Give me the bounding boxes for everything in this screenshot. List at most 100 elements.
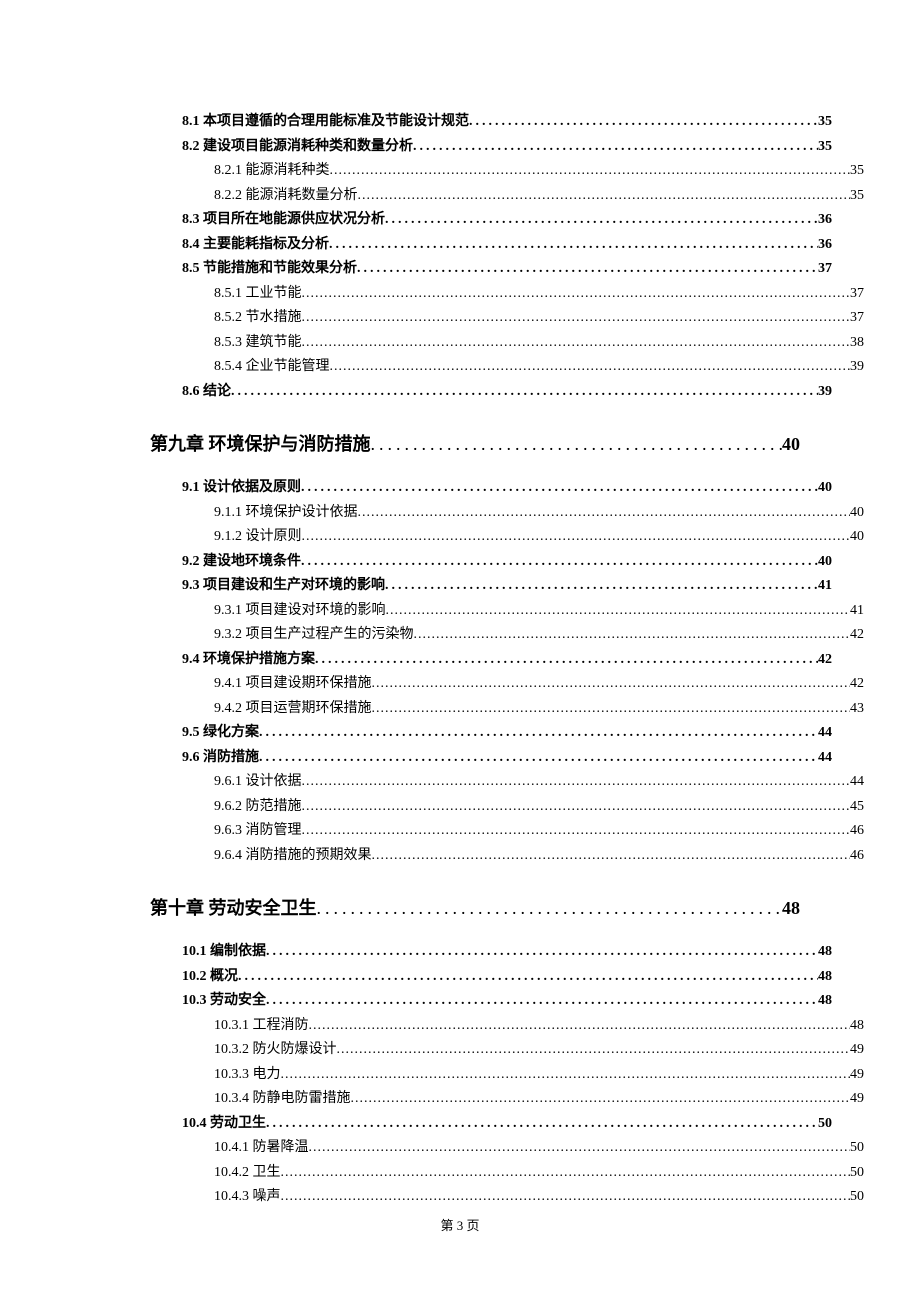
table-of-contents: 8.1 本项目遵循的合理用能标准及节能设计规范 ................… xyxy=(150,110,800,1210)
toc-entry: 9.1 设计依据及原则 ............................… xyxy=(182,476,832,501)
toc-entry-page: 37 xyxy=(850,282,864,307)
toc-entry-page: 37 xyxy=(818,257,832,282)
toc-leader-dots: ........................................… xyxy=(330,159,851,184)
toc-entry: 9.4.2 项目运营期环保措施.........................… xyxy=(214,697,864,722)
toc-entry: 第九章 环境保护与消防措施 ..........................… xyxy=(150,430,800,456)
toc-entry-page: 40 xyxy=(782,434,800,455)
toc-entry: 8.5.4 企业节能管理............................… xyxy=(214,355,864,380)
toc-entry-label: 10.4 劳动卫生 xyxy=(182,1112,266,1137)
toc-entry-label: 第九章 环境保护与消防措施 xyxy=(150,430,371,456)
toc-leader-dots: ........................................… xyxy=(281,1185,851,1210)
toc-leader-dots: ........................................… xyxy=(357,257,818,282)
toc-leader-dots: ........................................… xyxy=(315,648,818,673)
toc-entry-label: 第十章 劳动安全卫生 xyxy=(150,894,317,920)
toc-entry-label: 10.2 概况 xyxy=(182,965,238,990)
toc-entry: 8.4 主要能耗指标及分析 ..........................… xyxy=(182,233,832,258)
toc-entry-label: 8.4 主要能耗指标及分析 xyxy=(182,233,329,258)
toc-entry-label: 8.2.2 能源消耗数量分析 xyxy=(214,184,358,209)
toc-entry: 8.2 建设项目能源消耗种类和数量分析 ....................… xyxy=(182,135,832,160)
toc-leader-dots: ........................................… xyxy=(330,355,851,380)
toc-entry-page: 48 xyxy=(850,1014,864,1039)
toc-entry: 9.6.4 消防措施的预期效果.........................… xyxy=(214,844,864,869)
toc-leader-dots: ........................................… xyxy=(301,550,818,575)
toc-leader-dots: ........................................… xyxy=(238,965,818,990)
toc-leader-dots: ........................................… xyxy=(302,525,851,550)
toc-leader-dots: ........................................… xyxy=(337,1038,851,1063)
toc-entry-page: 48 xyxy=(782,898,800,919)
toc-entry-page: 39 xyxy=(818,380,832,405)
toc-entry-page: 39 xyxy=(850,355,864,380)
toc-leader-dots: ........................................… xyxy=(309,1014,851,1039)
toc-entry-label: 9.6.3 消防管理 xyxy=(214,819,302,844)
toc-entry-page: 49 xyxy=(850,1087,864,1112)
toc-entry-label: 9.4.1 项目建设期环保措施 xyxy=(214,672,372,697)
toc-leader-dots: ........................................… xyxy=(385,208,818,233)
toc-entry-page: 49 xyxy=(850,1063,864,1088)
toc-entry: 10.4.2 卫生...............................… xyxy=(214,1161,864,1186)
toc-entry-label: 9.4 环境保护措施方案 xyxy=(182,648,315,673)
toc-entry: 9.3.1 项目建设对环境的影响........................… xyxy=(214,599,864,624)
toc-entry-label: 9.6.2 防范措施 xyxy=(214,795,302,820)
toc-entry-label: 10.3 劳动安全 xyxy=(182,989,266,1014)
toc-entry: 10.4 劳动卫生 ..............................… xyxy=(182,1112,832,1137)
toc-entry-page: 50 xyxy=(818,1112,832,1137)
toc-entry-label: 10.4.3 噪声 xyxy=(214,1185,281,1210)
toc-entry: 第十章 劳动安全卫生 .............................… xyxy=(150,894,800,920)
toc-entry-page: 35 xyxy=(850,184,864,209)
toc-entry-label: 8.5.4 企业节能管理 xyxy=(214,355,330,380)
toc-entry: 8.5.1 工业节能..............................… xyxy=(214,282,864,307)
toc-entry: 8.1 本项目遵循的合理用能标准及节能设计规范 ................… xyxy=(182,110,832,135)
toc-entry: 9.3 项目建设和生产对环境的影响.......................… xyxy=(182,574,832,599)
toc-entry-page: 50 xyxy=(850,1136,864,1161)
toc-entry-label: 10.3.2 防火防爆设计 xyxy=(214,1038,337,1063)
toc-entry: 8.5.2 节水措施..............................… xyxy=(214,306,864,331)
toc-leader-dots: ........................................… xyxy=(302,331,851,356)
toc-entry: 8.2.2 能源消耗数量分析..........................… xyxy=(214,184,864,209)
toc-entry-label: 9.1 设计依据及原则 xyxy=(182,476,301,501)
toc-entry-page: 41 xyxy=(850,599,864,624)
toc-entry-label: 10.4.2 卫生 xyxy=(214,1161,281,1186)
toc-entry-label: 10.3.4 防静电防雷措施 xyxy=(214,1087,351,1112)
toc-entry-page: 36 xyxy=(818,208,832,233)
toc-entry: 9.4.1 项目建设期环保措施.........................… xyxy=(214,672,864,697)
toc-entry-label: 9.3 项目建设和生产对环境的影响 xyxy=(182,574,385,599)
toc-entry-page: 44 xyxy=(818,746,832,771)
toc-leader-dots: ........................................… xyxy=(281,1063,851,1088)
toc-entry: 10.2 概况 ................................… xyxy=(182,965,832,990)
toc-leader-dots: ........................................… xyxy=(358,184,851,209)
toc-entry: 9.5 绿化方案 ...............................… xyxy=(182,721,832,746)
toc-entry-page: 42 xyxy=(850,672,864,697)
toc-entry-page: 45 xyxy=(850,795,864,820)
toc-entry-page: 46 xyxy=(850,819,864,844)
toc-leader-dots: ........................................… xyxy=(259,721,818,746)
toc-entry-page: 36 xyxy=(818,233,832,258)
toc-leader-dots: ........................................… xyxy=(329,233,818,258)
toc-entry-page: 48 xyxy=(818,989,832,1014)
toc-entry-page: 44 xyxy=(818,721,832,746)
toc-leader-dots: ........................................… xyxy=(372,844,851,869)
toc-entry-page: 48 xyxy=(818,940,832,965)
toc-entry-page: 44 xyxy=(850,770,864,795)
toc-entry: 8.5 节能措施和节能效果分析 ........................… xyxy=(182,257,832,282)
toc-entry-page: 40 xyxy=(850,501,864,526)
toc-entry-label: 10.1 编制依据 xyxy=(182,940,266,965)
toc-entry-label: 8.6 结论 xyxy=(182,380,231,405)
toc-entry-page: 35 xyxy=(818,110,832,135)
toc-entry-label: 9.6.1 设计依据 xyxy=(214,770,302,795)
toc-entry: 10.3.1 工程消防.............................… xyxy=(214,1014,864,1039)
toc-entry: 10.3.2 防火防爆设计...........................… xyxy=(214,1038,864,1063)
toc-entry-page: 40 xyxy=(818,550,832,575)
toc-entry-label: 9.6.4 消防措施的预期效果 xyxy=(214,844,372,869)
toc-entry: 8.2.1 能源消耗种类............................… xyxy=(214,159,864,184)
toc-leader-dots: ........................................… xyxy=(317,898,783,919)
toc-entry-label: 9.3.1 项目建设对环境的影响 xyxy=(214,599,386,624)
toc-leader-dots: ........................................… xyxy=(386,599,851,624)
toc-entry: 8.5.3 建筑节能..............................… xyxy=(214,331,864,356)
toc-entry: 9.4 环境保护措施方案............................… xyxy=(182,648,832,673)
toc-leader-dots: ........................................… xyxy=(302,770,851,795)
toc-entry-page: 38 xyxy=(850,331,864,356)
toc-leader-dots: ........................................… xyxy=(266,940,818,965)
toc-entry-label: 8.2.1 能源消耗种类 xyxy=(214,159,330,184)
toc-entry-page: 40 xyxy=(850,525,864,550)
toc-entry-page: 48 xyxy=(818,965,832,990)
